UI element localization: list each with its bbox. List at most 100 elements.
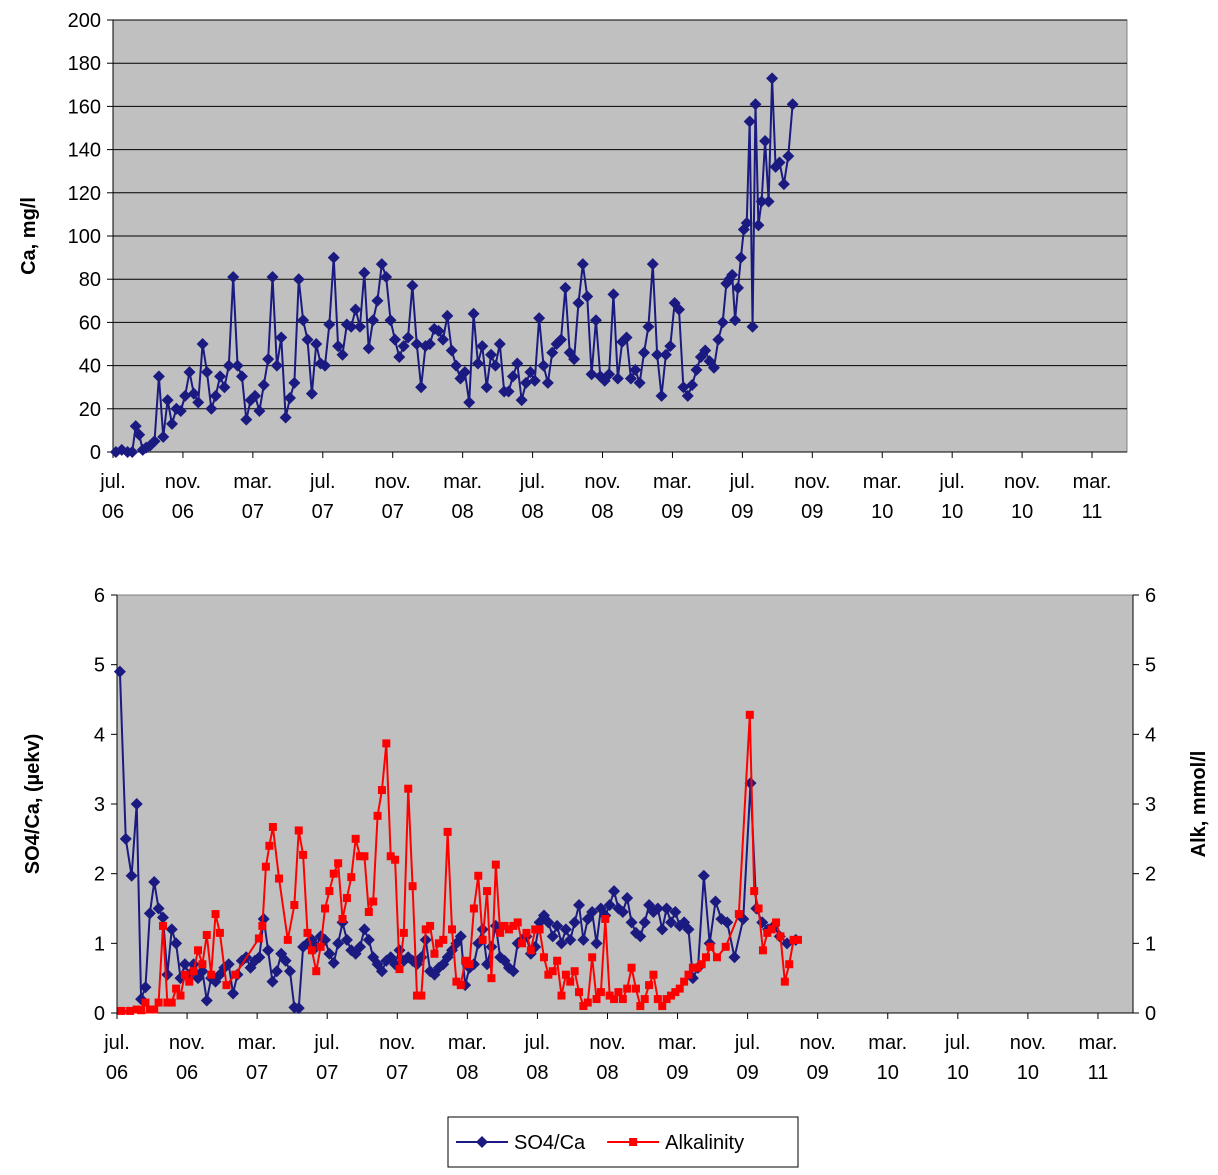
x-tick-label: jul.	[729, 471, 756, 493]
marker	[117, 1006, 126, 1015]
y-tick-label: 100	[68, 226, 101, 248]
marker	[583, 998, 592, 1007]
marker	[614, 988, 623, 997]
x-tick-label: mar.	[1079, 1032, 1118, 1054]
marker	[786, 98, 799, 111]
y2-tick-label: 1	[1145, 933, 1156, 955]
marker	[559, 281, 572, 294]
marker	[262, 944, 275, 957]
marker	[406, 279, 419, 292]
y2-tick-label: 4	[1145, 724, 1156, 746]
marker	[143, 907, 156, 920]
marker	[130, 798, 143, 810]
marker	[266, 271, 279, 284]
marker	[721, 942, 730, 951]
y-tick-label: 0	[90, 442, 101, 464]
marker	[222, 958, 235, 971]
marker	[618, 995, 627, 1004]
marker	[483, 887, 492, 896]
marker	[546, 930, 559, 943]
marker	[743, 115, 756, 128]
marker	[732, 281, 745, 294]
y-tick-label: 3	[94, 794, 105, 816]
x-tick-label: jul.	[734, 1032, 761, 1054]
marker	[148, 435, 161, 448]
marker	[338, 914, 347, 923]
marker	[301, 333, 314, 346]
marker	[133, 428, 146, 441]
marker	[716, 316, 729, 329]
marker	[198, 960, 207, 969]
marker	[581, 290, 594, 303]
marker	[362, 342, 375, 355]
marker	[585, 368, 598, 381]
marker	[625, 916, 638, 929]
marker	[165, 923, 178, 936]
marker	[712, 953, 721, 962]
marker	[664, 340, 677, 353]
marker	[576, 258, 589, 271]
marker	[666, 991, 675, 1000]
marker	[526, 946, 535, 955]
marker	[275, 331, 288, 344]
marker	[767, 925, 776, 934]
marker	[345, 320, 358, 333]
marker	[541, 376, 554, 389]
marker	[762, 195, 775, 208]
x-tick-label: mar.	[448, 1032, 487, 1054]
marker	[524, 366, 537, 379]
marker	[653, 995, 662, 1004]
x-tick-label: 07	[242, 501, 264, 523]
marker	[469, 904, 478, 913]
marker	[432, 325, 445, 338]
marker	[577, 933, 590, 946]
marker	[544, 970, 553, 979]
marker	[192, 396, 205, 409]
marker	[426, 921, 435, 930]
marker	[262, 353, 275, 366]
marker	[651, 902, 664, 915]
marker	[388, 333, 401, 346]
marker	[533, 312, 546, 325]
x-tick-label: nov.	[1004, 471, 1040, 493]
marker	[782, 150, 795, 163]
marker	[537, 359, 550, 372]
marker	[785, 960, 794, 969]
marker	[766, 72, 779, 85]
legend-label: Alkalinity	[665, 1132, 744, 1154]
marker	[430, 949, 439, 958]
x-tick-label: jul.	[944, 1032, 971, 1054]
marker	[332, 340, 345, 353]
marker	[496, 928, 505, 937]
y-tick-label: 5	[94, 655, 105, 677]
marker	[161, 968, 174, 981]
x-tick-label: 07	[386, 1062, 408, 1084]
x-tick-label: mar.	[238, 1032, 277, 1054]
marker	[677, 381, 690, 394]
marker	[513, 918, 522, 927]
marker	[603, 899, 616, 912]
marker	[638, 916, 651, 929]
marker	[553, 956, 562, 965]
marker	[240, 413, 253, 426]
marker	[205, 402, 218, 415]
marker	[579, 1002, 588, 1011]
x-tick-label: 11	[1088, 1062, 1109, 1084]
marker	[728, 951, 741, 964]
marker	[113, 665, 126, 678]
marker	[183, 366, 196, 379]
marker	[740, 217, 753, 230]
x-tick-label: 07	[316, 1062, 338, 1084]
marker	[680, 977, 689, 986]
marker	[758, 946, 767, 955]
marker	[636, 1002, 645, 1011]
marker	[158, 921, 167, 930]
marker	[520, 376, 533, 389]
marker	[699, 344, 712, 357]
marker	[231, 970, 240, 979]
x-tick-label: 09	[736, 1062, 758, 1084]
marker	[353, 320, 366, 333]
marker	[283, 965, 296, 978]
marker	[249, 389, 262, 402]
marker	[436, 333, 449, 346]
